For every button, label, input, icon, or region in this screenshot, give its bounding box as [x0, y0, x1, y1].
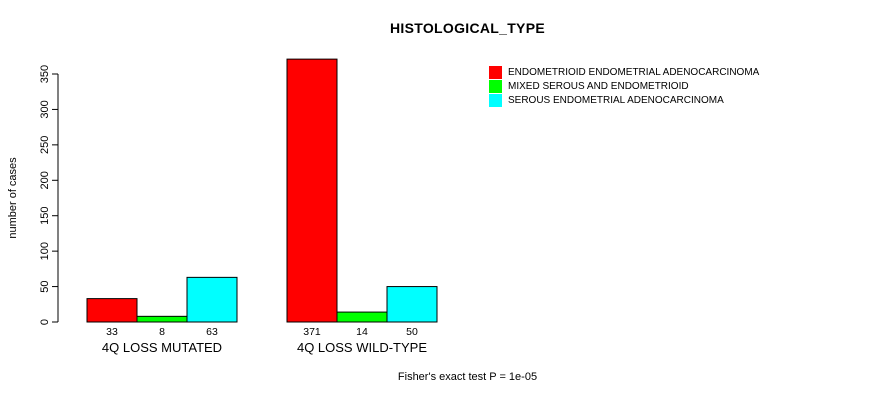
bar-value-label: 14	[356, 326, 368, 338]
bar-value-label: 63	[206, 326, 218, 338]
legend-label: SEROUS ENDOMETRIAL ADENOCARCINOMA	[508, 95, 724, 107]
bar-value-label: 8	[159, 326, 165, 338]
bar	[336, 311, 388, 323]
bar-value-label: 371	[303, 326, 321, 338]
chart-title: HISTOLOGICAL_TYPE	[390, 20, 545, 36]
y-tick-label: 350	[39, 65, 51, 83]
legend: ENDOMETRIOID ENDOMETRIAL ADENOCARCINOMA M…	[489, 65, 759, 108]
legend-row: MIXED SEROUS AND ENDOMETRIOID	[489, 79, 759, 94]
bar-value-label: 33	[106, 326, 118, 338]
y-tick-label: 50	[39, 280, 51, 292]
y-tick-label: 200	[39, 171, 51, 189]
bar	[286, 58, 338, 323]
legend-swatch	[489, 65, 502, 79]
group-label: 4Q LOSS MUTATED	[102, 340, 222, 355]
bar	[136, 315, 188, 323]
legend-label: MIXED SEROUS AND ENDOMETRIOID	[508, 81, 689, 93]
y-tick-label: 0	[39, 319, 51, 325]
y-tick-label: 300	[39, 100, 51, 118]
group-label: 4Q LOSS WILD-TYPE	[297, 340, 427, 355]
legend-row: ENDOMETRIOID ENDOMETRIAL ADENOCARCINOMA	[489, 65, 759, 79]
bar	[86, 298, 138, 323]
legend-label: ENDOMETRIOID ENDOMETRIAL ADENOCARCINOMA	[508, 66, 760, 78]
y-tick-label: 150	[39, 207, 51, 225]
legend-swatch	[489, 80, 502, 94]
bar	[386, 286, 438, 323]
y-tick-label: 100	[39, 242, 51, 260]
y-axis-label: number of cases	[7, 157, 19, 239]
legend-row: SEROUS ENDOMETRIAL ADENOCARCINOMA	[489, 94, 759, 108]
bar	[186, 276, 238, 323]
y-tick-label: 250	[39, 136, 51, 154]
legend-swatch	[489, 94, 502, 108]
fisher-test-note: Fisher's exact test P = 1e-05	[397, 371, 538, 383]
bar-value-label: 50	[406, 326, 418, 338]
